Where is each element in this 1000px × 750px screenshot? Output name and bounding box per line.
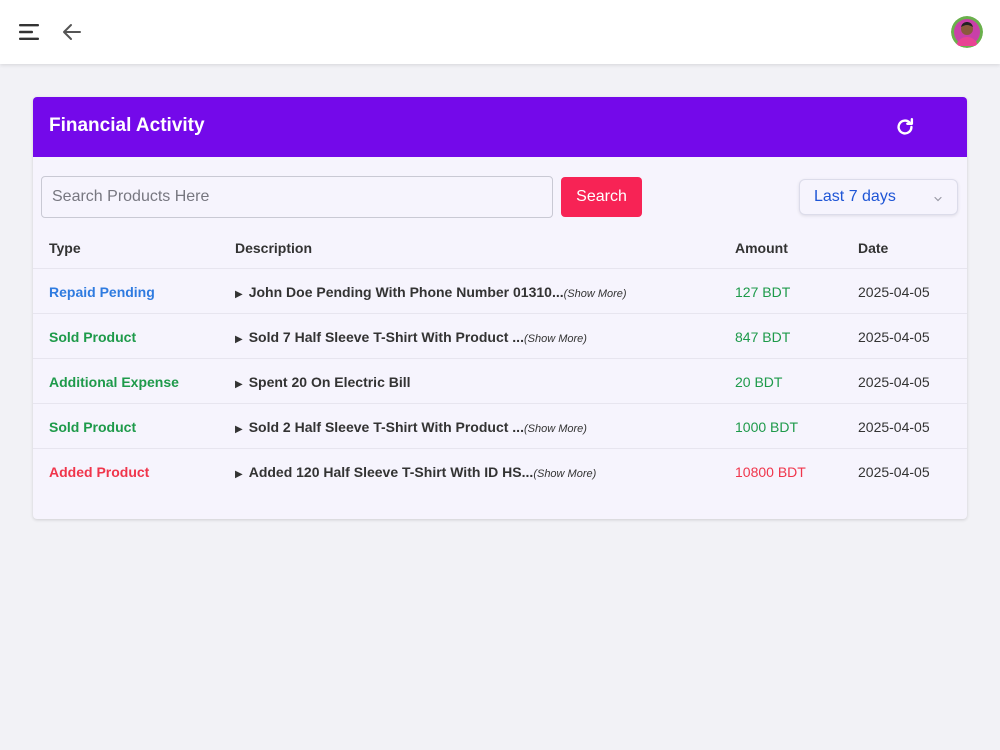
- search-input[interactable]: [41, 176, 553, 218]
- column-header-type: Type: [49, 240, 81, 256]
- row-amount: 10800 BDT: [735, 464, 806, 480]
- column-header-date: Date: [858, 240, 889, 256]
- row-description-text: Sold 2 Half Sleeve T-Shirt With Product …: [248, 419, 524, 435]
- row-date: 2025-04-05: [858, 284, 930, 300]
- table-body: Repaid Pending ▶ John Doe Pending With Pho…: [33, 269, 967, 494]
- row-type: Sold Product: [49, 419, 137, 435]
- show-more-link[interactable]: (Show More): [533, 468, 597, 480]
- card-title: Financial Activity: [49, 115, 205, 136]
- caret-right-icon: ▶: [235, 289, 243, 300]
- row-type: Repaid Pending: [49, 284, 155, 300]
- refresh-icon[interactable]: [894, 116, 916, 138]
- row-description-text: Sold 7 Half Sleeve T-Shirt With Product …: [248, 329, 524, 345]
- top-app-bar: [0, 0, 1000, 64]
- row-description-text: John Doe Pending With Phone Number 01310…: [248, 284, 564, 300]
- row-type: Additional Expense: [49, 374, 179, 390]
- row-date: 2025-04-05: [858, 464, 930, 480]
- column-header-description: Description: [235, 240, 313, 256]
- row-description[interactable]: ▶ John Doe Pending With Phone Number 0131…: [235, 284, 627, 300]
- date-range-select[interactable]: Last 7 days: [799, 179, 958, 215]
- caret-right-icon: ▶: [235, 334, 243, 345]
- row-description[interactable]: ▶ Sold 2 Half Sleeve T-Shirt With Product…: [235, 419, 587, 435]
- row-amount: 20 BDT: [735, 374, 783, 390]
- row-date: 2025-04-05: [858, 419, 930, 435]
- user-avatar[interactable]: [951, 16, 983, 48]
- table-row: Repaid Pending ▶ John Doe Pending With Pho…: [33, 269, 967, 314]
- row-amount: 127 BDT: [735, 284, 791, 300]
- row-date: 2025-04-05: [858, 329, 930, 345]
- chevron-down-icon: [932, 192, 944, 204]
- table-header: Type Description Amount Date: [33, 225, 967, 269]
- show-more-link[interactable]: (Show More): [563, 288, 627, 300]
- caret-right-icon: ▶: [235, 424, 243, 435]
- table-row: Added Product ▶ Added 120 Half Sleeve T-Sh…: [33, 449, 967, 494]
- table-row: Additional Expense ▶ Spent 20 On Electric …: [33, 359, 967, 404]
- table-row: Sold Product ▶ Sold 2 Half Sleeve T-Shirt …: [33, 404, 967, 449]
- caret-right-icon: ▶: [235, 469, 243, 480]
- column-header-amount: Amount: [735, 240, 788, 256]
- row-date: 2025-04-05: [858, 374, 930, 390]
- row-amount: 1000 BDT: [735, 419, 799, 435]
- row-description[interactable]: ▶ Spent 20 On Electric Bill: [235, 374, 411, 390]
- financial-activity-card: Financial Activity Search Last 7 days Ty…: [33, 97, 967, 519]
- row-type: Sold Product: [49, 329, 137, 345]
- table-row: Sold Product ▶ Sold 7 Half Sleeve T-Shirt …: [33, 314, 967, 359]
- search-button[interactable]: Search: [561, 177, 642, 217]
- row-description-text: Spent 20 On Electric Bill: [248, 374, 411, 390]
- row-type: Added Product: [49, 464, 150, 480]
- date-range-selected: Last 7 days: [814, 188, 896, 205]
- row-amount: 847 BDT: [735, 329, 791, 345]
- arrow-left-icon[interactable]: [60, 20, 84, 44]
- row-description[interactable]: ▶ Sold 7 Half Sleeve T-Shirt With Product…: [235, 329, 587, 345]
- show-more-link[interactable]: (Show More): [523, 423, 587, 435]
- row-description[interactable]: ▶ Added 120 Half Sleeve T-Shirt With ID H…: [235, 464, 596, 480]
- hamburger-menu-icon[interactable]: [17, 20, 41, 44]
- card-header: Financial Activity: [33, 97, 967, 157]
- row-description-text: Added 120 Half Sleeve T-Shirt With ID HS…: [248, 464, 534, 480]
- show-more-link[interactable]: (Show More): [523, 333, 587, 345]
- caret-right-icon: ▶: [235, 379, 243, 390]
- activity-table: Type Description Amount Date Repaid Pend…: [33, 225, 967, 494]
